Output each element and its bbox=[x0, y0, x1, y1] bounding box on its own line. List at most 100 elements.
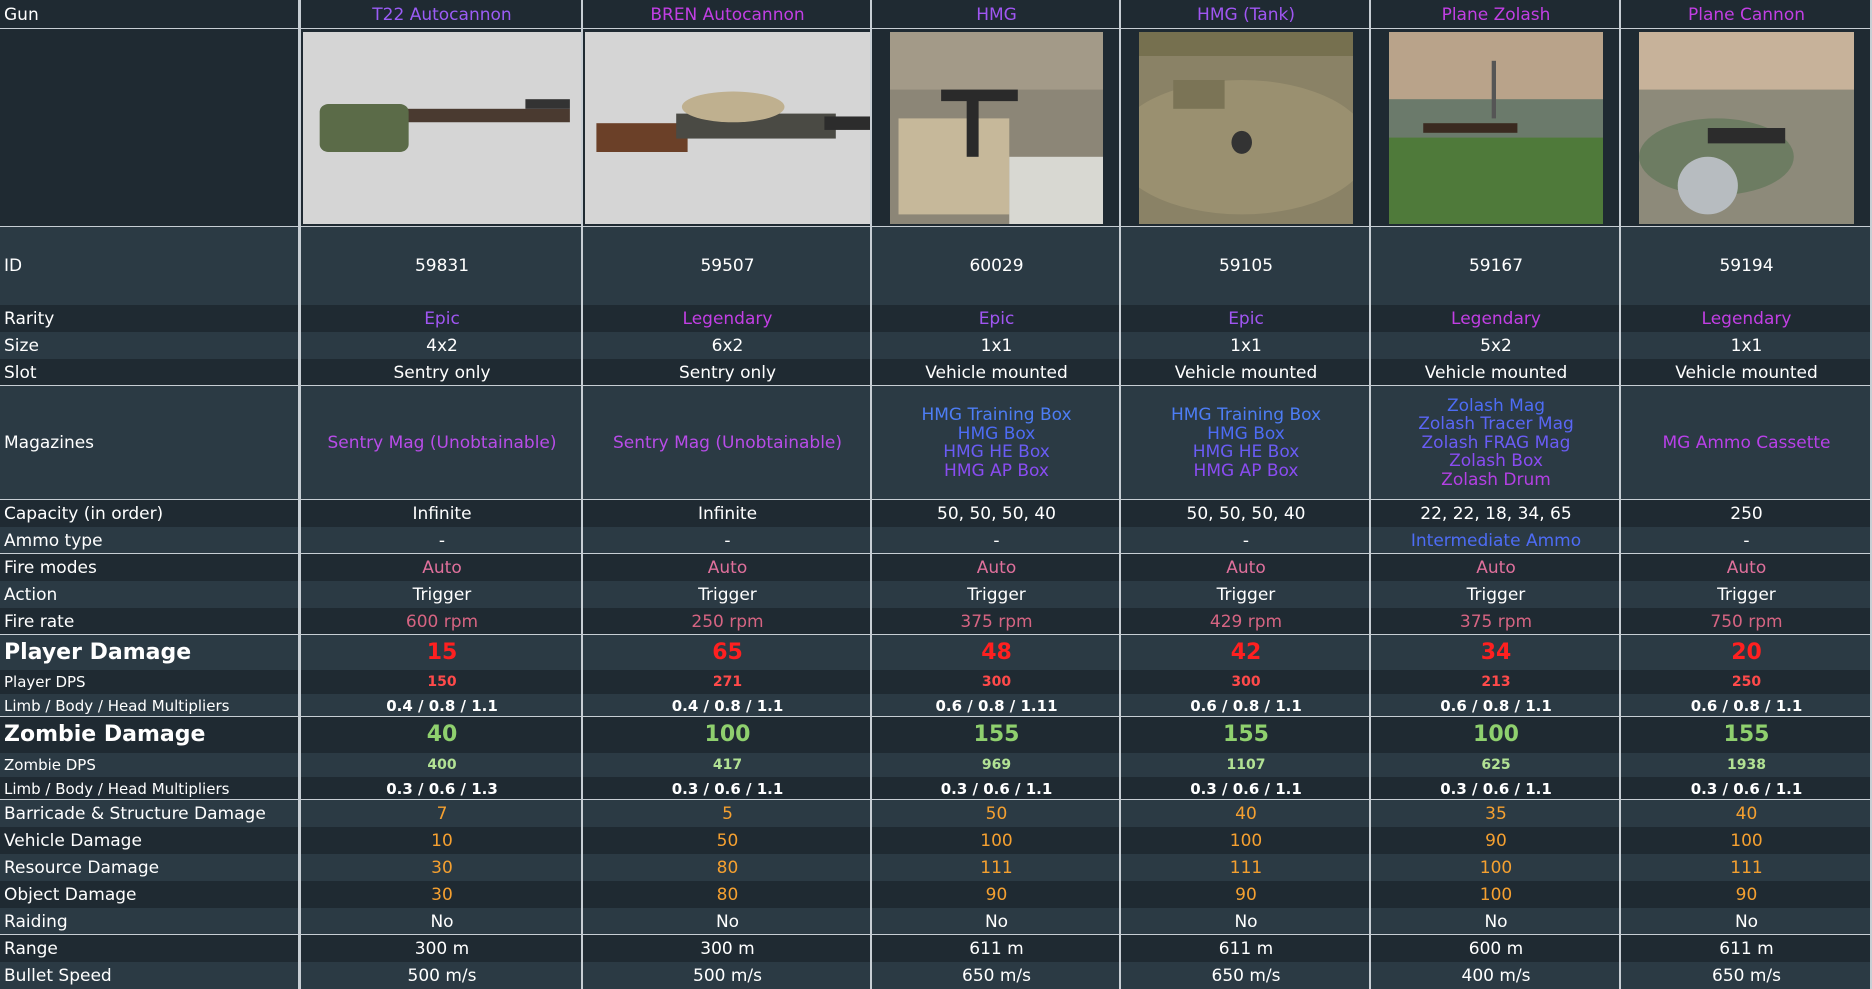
cell: 65 bbox=[583, 635, 872, 670]
magazine: HMG AP Box bbox=[944, 460, 1049, 481]
cell: Epic bbox=[1121, 305, 1371, 332]
cell: 150 bbox=[301, 670, 583, 694]
cell: 750 rpm bbox=[1621, 608, 1872, 635]
cell: 59167 bbox=[1371, 227, 1621, 305]
cell: 7 bbox=[301, 800, 583, 827]
cell: 5x2 bbox=[1371, 332, 1621, 359]
cell: 250 bbox=[1621, 500, 1872, 527]
cell: 375 rpm bbox=[1371, 608, 1621, 635]
cell: 111 bbox=[872, 854, 1121, 881]
cell: Legendary bbox=[1371, 305, 1621, 332]
cell: 100 bbox=[1371, 717, 1621, 753]
cell: Trigger bbox=[1621, 581, 1872, 608]
cell: 1107 bbox=[1121, 753, 1371, 777]
cell: 611 m bbox=[1621, 935, 1872, 962]
cell: 250 rpm bbox=[583, 608, 872, 635]
cell: 90 bbox=[1371, 827, 1621, 854]
cell: 22, 22, 18, 34, 65 bbox=[1371, 500, 1621, 527]
column-name: HMG bbox=[872, 0, 1121, 29]
cell: 0.3 / 0.6 / 1.1 bbox=[1621, 777, 1872, 800]
cell: 0.3 / 0.6 / 1.1 bbox=[872, 777, 1121, 800]
cell: 80 bbox=[583, 854, 872, 881]
cell: Vehicle mounted bbox=[872, 359, 1121, 386]
weapon-image bbox=[872, 29, 1121, 227]
cell: 611 m bbox=[1121, 935, 1371, 962]
cell: 500 m/s bbox=[583, 962, 872, 989]
cell: 0.3 / 0.6 / 1.1 bbox=[1371, 777, 1621, 800]
row-label: Resource Damage bbox=[0, 854, 301, 881]
magazine: HMG HE Box bbox=[943, 442, 1050, 462]
cell: 650 m/s bbox=[1121, 962, 1371, 989]
cell: 611 m bbox=[872, 935, 1121, 962]
cell: 30 bbox=[301, 854, 583, 881]
cell: 100 bbox=[1121, 827, 1371, 854]
cell: Sentry only bbox=[301, 359, 583, 386]
cell: 1x1 bbox=[872, 332, 1121, 359]
magazine: HMG Box bbox=[1207, 423, 1285, 444]
cell: 34 bbox=[1371, 635, 1621, 670]
weapon-picture bbox=[1139, 32, 1353, 224]
magazine: Zolash FRAG Mag bbox=[1421, 432, 1571, 453]
cell: 600 rpm bbox=[301, 608, 583, 635]
cell: 1x1 bbox=[1121, 332, 1371, 359]
weapon-picture bbox=[1639, 32, 1854, 224]
image-label bbox=[0, 29, 301, 227]
cell: 40 bbox=[1621, 800, 1872, 827]
cell: HMG Training Box HMG Box HMG HE Box HMG AP … bbox=[872, 386, 1121, 500]
cell: 155 bbox=[1621, 717, 1872, 753]
cell: - bbox=[1621, 527, 1872, 554]
weapon-picture bbox=[585, 32, 870, 224]
row-label: Vehicle Damage bbox=[0, 827, 301, 854]
row-label: Fire modes bbox=[0, 554, 301, 581]
cell: 0.6 / 0.8 / 1.11 bbox=[872, 694, 1121, 717]
weapon-picture bbox=[1389, 32, 1603, 224]
cell: 155 bbox=[1121, 717, 1371, 753]
cell: 111 bbox=[1621, 854, 1872, 881]
magazine: Zolash Tracer Mag bbox=[1418, 414, 1574, 435]
magazine: Zolash Box bbox=[1449, 451, 1543, 472]
weapon-picture bbox=[890, 32, 1103, 224]
cell: No bbox=[872, 908, 1121, 935]
cell: Epic bbox=[872, 305, 1121, 332]
column-name: T22 Autocannon bbox=[301, 0, 583, 29]
cell: 375 rpm bbox=[872, 608, 1121, 635]
cell: - bbox=[872, 527, 1121, 554]
cell: 0.4 / 0.8 / 1.1 bbox=[583, 694, 872, 717]
cell: HMG Training Box HMG Box HMG HE Box HMG AP … bbox=[1121, 386, 1371, 500]
header-label: Gun bbox=[0, 0, 301, 29]
cell: 100 bbox=[583, 717, 872, 753]
cell: Intermediate Ammo bbox=[1371, 527, 1621, 554]
cell: - bbox=[1121, 527, 1371, 554]
magazine: Sentry Mag (Unobtainable) bbox=[327, 432, 557, 453]
cell: Trigger bbox=[583, 581, 872, 608]
cell: 59105 bbox=[1121, 227, 1371, 305]
cell: 300 m bbox=[583, 935, 872, 962]
cell: Trigger bbox=[1121, 581, 1371, 608]
cell: Auto bbox=[301, 554, 583, 581]
cell: 625 bbox=[1371, 753, 1621, 777]
cell: 10 bbox=[301, 827, 583, 854]
cell: Infinite bbox=[583, 500, 872, 527]
magazine: HMG AP Box bbox=[1193, 460, 1299, 481]
cell: 429 rpm bbox=[1121, 608, 1371, 635]
cell: No bbox=[1121, 908, 1371, 935]
cell: 90 bbox=[1621, 881, 1872, 908]
column-name: BREN Autocannon bbox=[583, 0, 872, 29]
column-name: HMG (Tank) bbox=[1121, 0, 1371, 29]
cell: 0.4 / 0.8 / 1.1 bbox=[301, 694, 583, 717]
cell: 600 m bbox=[1371, 935, 1621, 962]
cell: 417 bbox=[583, 753, 872, 777]
column-name: Plane Zolash bbox=[1371, 0, 1621, 29]
cell: 90 bbox=[872, 881, 1121, 908]
row-label: Object Damage bbox=[0, 881, 301, 908]
column-name: Plane Cannon bbox=[1621, 0, 1872, 29]
cell: Auto bbox=[1371, 554, 1621, 581]
cell: 650 m/s bbox=[1621, 962, 1872, 989]
cell: 271 bbox=[583, 670, 872, 694]
weapon-image bbox=[1621, 29, 1872, 227]
cell: Auto bbox=[1621, 554, 1872, 581]
cell: 300 bbox=[872, 670, 1121, 694]
cell: 5 bbox=[583, 800, 872, 827]
magazine: Sentry Mag (Unobtainable) bbox=[612, 432, 843, 453]
cell: Auto bbox=[583, 554, 872, 581]
